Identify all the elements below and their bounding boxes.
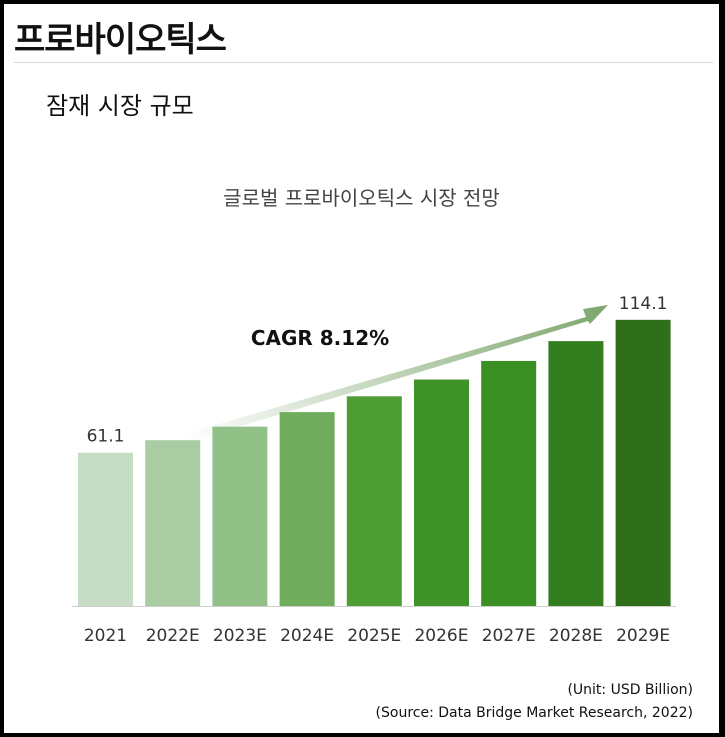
x-tick-label: 2028E	[549, 626, 603, 646]
bar-2027E	[481, 360, 537, 606]
page-title: 프로바이오틱스	[14, 20, 227, 60]
x-tick-label: 2022E	[146, 626, 200, 646]
x-tick-label: 2026E	[414, 626, 468, 646]
x-tick-label: 2025E	[347, 626, 401, 646]
bar-2021	[78, 452, 133, 606]
growth-arrow	[178, 305, 608, 444]
x-tick-label: 2021	[84, 626, 127, 646]
x-tick-label: 2023E	[213, 626, 267, 646]
bar-2024E	[279, 412, 335, 606]
unit-note: (Unit: USD Billion)	[567, 682, 693, 698]
x-tick-label: 2029E	[616, 626, 670, 646]
cagr-annotation: CAGR 8.12%	[251, 326, 389, 350]
title-divider	[14, 62, 713, 63]
bar-2026E	[414, 379, 469, 606]
x-tick-label: 2024E	[280, 626, 334, 646]
bar-2029E	[615, 319, 671, 606]
chart-title: 글로벌 프로바이오틱스 시장 전망	[223, 186, 500, 210]
bar-2025E	[346, 396, 402, 606]
x-tick-label: 2027E	[482, 626, 536, 646]
bar-2022E	[145, 440, 201, 606]
bar-2023E	[212, 426, 268, 606]
section-title: 잠재 시장 규모	[46, 92, 194, 120]
data-label: 114.1	[619, 294, 668, 314]
data-label: 61.1	[87, 427, 125, 447]
bar-2028E	[548, 341, 604, 606]
source-note: (Source: Data Bridge Market Research, 20…	[375, 705, 693, 721]
